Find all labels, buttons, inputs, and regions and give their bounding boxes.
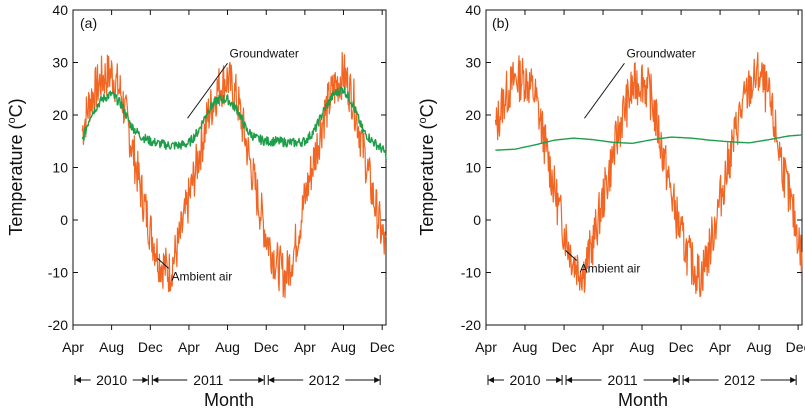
annotation-leader-line — [584, 62, 625, 119]
year-span-label: 2012 — [309, 372, 340, 388]
arrowhead-left — [268, 377, 275, 383]
x-tick-label: Apr — [592, 339, 614, 355]
x-tick-label: Dec — [669, 339, 694, 355]
x-tick-label: Aug — [630, 339, 655, 355]
x-tick-label: Aug — [513, 339, 538, 355]
annotation-ambient-air: Ambient air — [580, 262, 641, 276]
x-axis-title-b: Month — [618, 390, 668, 410]
y-tick-label: 0 — [60, 212, 68, 228]
y-tick-label: -10 — [48, 265, 68, 281]
x-tick-label: Aug — [99, 339, 124, 355]
y-tick-label: 20 — [52, 107, 68, 123]
panel-a: Groundwater Ambient air -20 -10 0 10 20 30 40 A… — [6, 2, 395, 410]
year-span-label: 2011 — [608, 372, 638, 388]
arrowhead-right — [142, 377, 149, 383]
x-tick-label: Apr — [62, 339, 84, 355]
y-axis-title-b: Temperature (oC) — [417, 98, 437, 235]
series-line-groundwater-a — [81, 86, 387, 160]
arrowhead-left — [152, 377, 159, 383]
y-tick-label: 10 — [52, 160, 68, 176]
y-tick-label: -10 — [461, 265, 481, 281]
year-span-label: 2012 — [724, 372, 755, 388]
arrowhead-right — [374, 377, 381, 383]
year-span-label: 2010 — [96, 372, 127, 388]
arrowhead-left — [488, 377, 494, 383]
y-tick-label: 10 — [465, 160, 481, 176]
y-tick-label: 30 — [52, 55, 68, 71]
x-axis-title-a: Month — [204, 390, 254, 410]
x-tick-label: Apr — [294, 339, 316, 355]
y-tick-label: -20 — [461, 317, 481, 333]
annotation-groundwater: Groundwater — [626, 46, 695, 60]
arrowhead-left — [566, 377, 573, 383]
arrowhead-right — [258, 377, 265, 383]
years-a: 2010 2011 2012 — [74, 372, 381, 388]
x-tick-label: Dec — [552, 339, 577, 355]
series-group-b: Groundwater Ambient air — [494, 46, 803, 298]
x-tick-label: Dec — [370, 339, 395, 355]
y-tick-label: -20 — [48, 317, 68, 333]
annotation-leader-line — [157, 258, 169, 269]
annotation-leader-line — [187, 62, 228, 119]
arrowhead-left — [75, 377, 81, 383]
y-axis-title-a: Temperature (oC) — [6, 98, 26, 235]
series-group-a: Groundwater Ambient air — [81, 46, 387, 299]
arrowhead-left — [683, 377, 690, 383]
annotation-leader-line — [565, 250, 577, 261]
annotation-groundwater: Groundwater — [230, 46, 299, 60]
yticks-a: -20 -10 0 10 20 30 40 — [48, 2, 386, 333]
panel-b: Groundwater Ambient air -20 -10 0 10 20 30 40 A… — [417, 2, 805, 410]
arrowhead-right — [556, 377, 563, 383]
x-tick-label: Apr — [709, 339, 731, 355]
yticks-b: -20 -10 0 10 20 30 40 — [461, 2, 802, 333]
series-line-ambient-air-b — [494, 52, 803, 298]
y-tick-label: 30 — [465, 55, 481, 71]
panel-label-b: (b) — [492, 15, 509, 31]
years-b: 2010 2011 2012 — [487, 372, 797, 388]
y-tick-label: 40 — [465, 2, 481, 18]
y-tick-label: 20 — [465, 107, 481, 123]
x-tick-label: Apr — [178, 339, 200, 355]
arrowhead-right — [673, 377, 680, 383]
xticks-b: Apr Aug Dec Apr Aug Dec Apr Aug Dec — [475, 10, 805, 355]
y-tick-label: 0 — [473, 212, 481, 228]
x-tick-label: Dec — [138, 339, 163, 355]
x-tick-label: Apr — [475, 339, 497, 355]
x-tick-label: Dec — [786, 339, 805, 355]
xticks-a: Apr Aug Dec Apr Aug Dec Apr Aug Dec — [62, 10, 395, 355]
year-span-label: 2011 — [193, 372, 223, 388]
x-tick-label: Dec — [254, 339, 279, 355]
panel-label-a: (a) — [80, 15, 97, 31]
annotation-ambient-air: Ambient air — [172, 269, 233, 283]
x-tick-label: Aug — [747, 339, 772, 355]
year-span-label: 2010 — [509, 372, 540, 388]
arrowhead-right — [790, 377, 797, 383]
y-tick-label: 40 — [52, 2, 68, 18]
x-tick-label: Aug — [215, 339, 240, 355]
x-tick-label: Aug — [331, 339, 356, 355]
series-line-groundwater-b — [495, 134, 803, 151]
